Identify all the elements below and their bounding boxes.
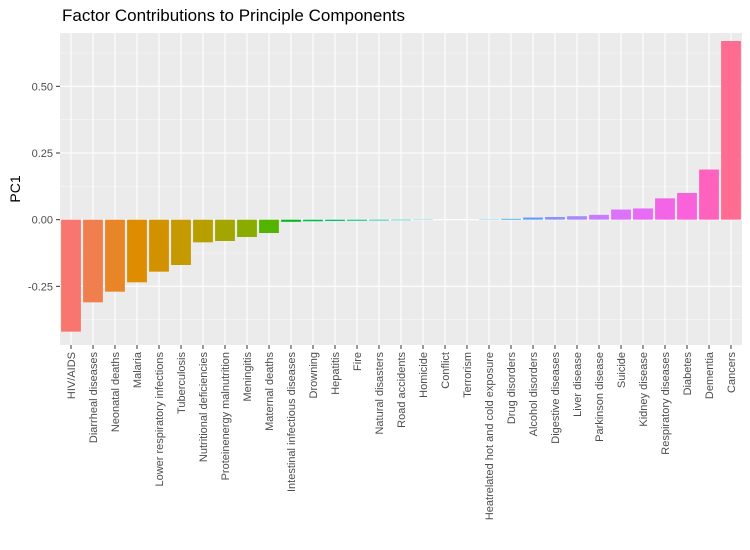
x-tick-label: Homicide bbox=[418, 352, 430, 398]
x-tick-label: Neonatal deaths bbox=[110, 352, 122, 433]
bar bbox=[281, 219, 301, 222]
x-tick-label: Drowning bbox=[308, 352, 320, 398]
x-tick-label: Cancers bbox=[726, 352, 738, 393]
x-tick-label: Alcohol disorders bbox=[528, 352, 540, 437]
bar bbox=[523, 217, 543, 220]
bar bbox=[699, 169, 719, 220]
bar bbox=[589, 214, 609, 220]
x-tick-label: Malaria bbox=[132, 351, 144, 388]
bar bbox=[127, 219, 147, 283]
bar bbox=[105, 219, 125, 292]
bar bbox=[567, 216, 587, 220]
y-axis: -0.25 0.00 0.25 0.50 bbox=[28, 81, 60, 293]
x-tick-label: Diarrheal diseases bbox=[88, 352, 100, 444]
bar bbox=[303, 219, 323, 222]
bar bbox=[259, 219, 279, 233]
bars bbox=[61, 41, 741, 332]
y-tick-label: 0.00 bbox=[32, 215, 53, 227]
x-tick-label: Respiratory diseases bbox=[660, 352, 672, 455]
y-tick-label: 0.25 bbox=[32, 148, 53, 160]
bar bbox=[655, 198, 675, 220]
x-tick-label: Nutritional deficiencies bbox=[198, 352, 210, 463]
x-tick-label: Natural disasters bbox=[374, 352, 386, 435]
x-tick-label: Conflict bbox=[440, 352, 452, 389]
chart-title: Factor Contributions to Principle Compon… bbox=[62, 6, 405, 25]
x-tick-label: Parkinson disease bbox=[594, 352, 606, 442]
bar bbox=[149, 219, 169, 272]
bar bbox=[193, 219, 213, 243]
x-tick-label: Heatrelated hot and cold exposure bbox=[484, 352, 496, 520]
x-tick-label: Kidney disease bbox=[638, 352, 650, 427]
x-tick-label: Digestive diseases bbox=[550, 352, 562, 444]
x-tick-label: Diabetes bbox=[682, 352, 694, 396]
x-tick-label: Maternal deaths bbox=[264, 352, 276, 431]
bar bbox=[545, 217, 565, 220]
x-tick-label: Hepatitis bbox=[330, 352, 342, 395]
y-axis-label: PC1 bbox=[7, 175, 23, 202]
bar bbox=[215, 219, 235, 241]
bar bbox=[347, 219, 367, 221]
x-tick-label: Liver disease bbox=[572, 352, 584, 417]
x-tick-label: Intestinal infectious diseases bbox=[286, 352, 298, 493]
x-tick-label: Tuberculosis bbox=[176, 352, 188, 414]
x-tick-label: Dementia bbox=[704, 351, 716, 399]
bar bbox=[83, 219, 103, 303]
bar bbox=[237, 219, 257, 237]
bar bbox=[171, 219, 191, 265]
x-tick-label: Fire bbox=[352, 352, 364, 371]
bar bbox=[677, 193, 697, 220]
y-tick-label: -0.25 bbox=[28, 281, 53, 293]
bar bbox=[369, 219, 389, 221]
x-tick-label: Suicide bbox=[616, 352, 628, 388]
bar bbox=[325, 219, 345, 221]
bar bbox=[501, 218, 521, 220]
bar bbox=[61, 219, 81, 332]
bar bbox=[611, 209, 631, 220]
x-tick-label: Meningitis bbox=[242, 352, 254, 402]
x-tick-label: Lower respiratory infections bbox=[154, 352, 166, 487]
bar bbox=[391, 219, 411, 221]
x-tick-label: Drug disorders bbox=[506, 352, 518, 425]
bar bbox=[633, 208, 653, 220]
bar bbox=[721, 41, 741, 220]
x-tick-label: Proteinenergy malnutrition bbox=[220, 352, 232, 480]
y-tick-label: 0.50 bbox=[32, 81, 53, 93]
x-tick-label: Terrorism bbox=[462, 352, 474, 398]
x-tick-label: Road accidents bbox=[396, 352, 408, 428]
x-axis: HIV/AIDS Diarrheal diseases Neonatal death… bbox=[66, 345, 738, 520]
x-tick-label: HIV/AIDS bbox=[66, 352, 78, 399]
